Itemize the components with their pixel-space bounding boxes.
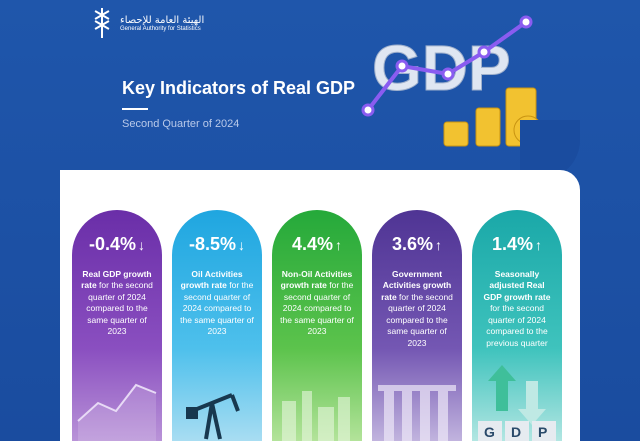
trend-point	[519, 15, 533, 29]
card-value: -8.5%	[188, 234, 237, 254]
indicator-card-government: 3.6% ↑ Government Activities growth rate …	[372, 210, 462, 441]
gdp-tile: P	[538, 424, 547, 440]
gdp-blocks-icon: G D P	[478, 365, 556, 441]
card-label: Seasonally adjusted Real GDP growth rate	[483, 269, 551, 302]
card-description: for the second quarter of 2024 compared …	[486, 303, 548, 348]
card-label: Oil Activities growth rate	[180, 269, 243, 291]
gdp-tile: G	[484, 424, 495, 440]
logo-arabic: الهيئة العامة للإحصاء	[120, 15, 205, 27]
down-arrow-icon: ↓	[138, 237, 146, 253]
card-value: 3.6%	[391, 234, 434, 254]
trend-point	[395, 59, 409, 73]
page-title: Key Indicators of Real GDP	[122, 78, 356, 98]
indicator-card-seasonal: 1.4% ↑ Seasonally adjusted Real GDP growt…	[472, 210, 562, 441]
indicator-card-real-gdp: -0.4% ↓ Real GDP growth rate for the seco…	[72, 210, 162, 441]
up-arrow-icon: ↑	[435, 237, 443, 253]
logo: الهيئة العامة للإحصاء General Authority …	[90, 6, 204, 42]
card-description: for the second quarter of 2024 compared …	[86, 280, 153, 337]
trend-point	[361, 103, 375, 117]
up-arrow-icon: ↑	[535, 237, 543, 253]
page-subtitle: Second Quarter of 2024	[122, 118, 240, 130]
logo-english: General Authority for Statistics	[120, 26, 201, 33]
indicator-cards: -0.4% ↓ Real GDP growth rate for the seco…	[72, 210, 562, 441]
gdp-badge: GDP	[372, 32, 511, 104]
line-chart-icon	[77, 383, 157, 441]
down-arrow-icon: ↓	[238, 237, 246, 253]
card-label: Non-Oil Activities growth rate	[280, 269, 353, 291]
trend-point	[477, 45, 491, 59]
indicator-card-oil: -8.5% ↓ Oil Activities growth rate for th…	[172, 210, 262, 441]
industry-icon	[282, 391, 350, 441]
card-label: Government Activities growth rate	[381, 269, 452, 302]
card-description: for the second quarter of 2024 compared …	[280, 280, 354, 337]
columns-icon	[378, 385, 456, 441]
trend-point	[441, 67, 455, 81]
oil-pump-icon	[186, 393, 240, 440]
indicator-card-non-oil: 4.4% ↑ Non-Oil Activities growth rate for…	[272, 210, 362, 441]
up-arrow-icon: ↑	[335, 237, 343, 253]
card-description: for the second quarter of 2024 compared …	[386, 291, 453, 348]
card-value: 4.4%	[291, 234, 334, 254]
gdp-tile: D	[511, 424, 521, 440]
card-value: 1.4%	[491, 234, 534, 254]
gastat-logo-icon	[94, 8, 110, 38]
card-description: for the second quarter of 2024 compared …	[180, 280, 254, 337]
card-value: -0.4%	[88, 234, 137, 254]
card-label: Real GDP growth rate	[81, 269, 152, 291]
title-divider	[122, 108, 148, 110]
